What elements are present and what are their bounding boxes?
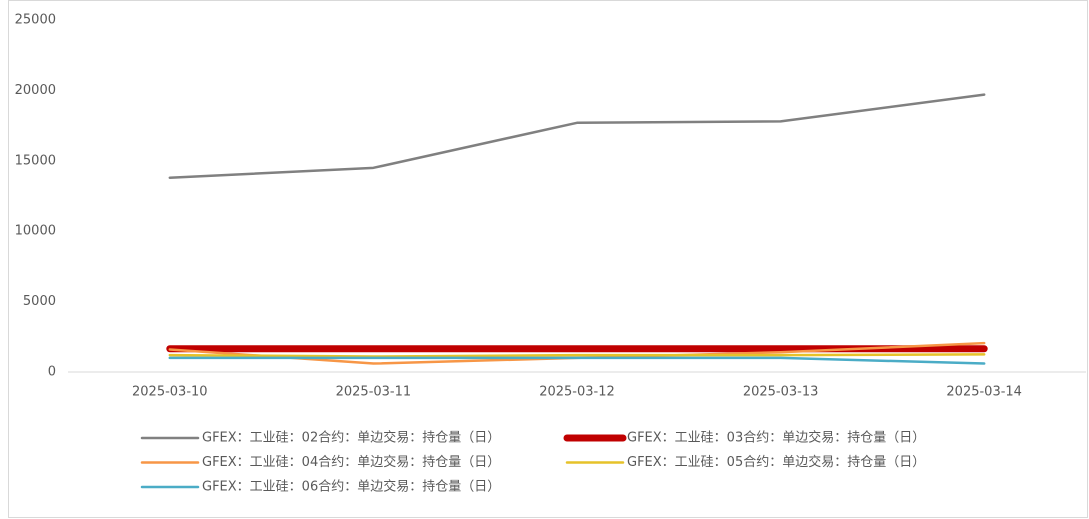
x-tick-label: 2025-03-13 — [743, 385, 819, 400]
series-line — [168, 353, 986, 358]
chart-frame — [8, 0, 1088, 518]
x-tick-label: 2025-03-12 — [539, 385, 615, 400]
series-line — [168, 356, 986, 365]
y-tick-label: 0 — [48, 365, 56, 380]
series-line — [168, 93, 986, 179]
y-tick-label: 10000 — [15, 224, 56, 239]
y-tick-label: 5000 — [23, 294, 56, 309]
legend-label: GFEX：工业硅：02合约：单边交易：持仓量（日） — [202, 430, 500, 446]
legend-label: GFEX：工业硅：06合约：单边交易：持仓量（日） — [202, 479, 500, 495]
y-tick-label: 25000 — [15, 13, 56, 28]
legend-label: GFEX：工业硅：04合约：单边交易：持仓量（日） — [202, 454, 500, 470]
x-tick-label: 2025-03-14 — [946, 385, 1022, 400]
legend-label: GFEX：工业硅：05合约：单边交易：持仓量（日） — [627, 454, 925, 470]
x-tick-label: 2025-03-10 — [132, 385, 208, 400]
legend-label: GFEX：工业硅：03合约：单边交易：持仓量（日） — [627, 430, 925, 446]
y-tick-label: 20000 — [15, 83, 56, 98]
x-tick-label: 2025-03-11 — [336, 385, 412, 400]
y-tick-label: 15000 — [15, 153, 56, 168]
